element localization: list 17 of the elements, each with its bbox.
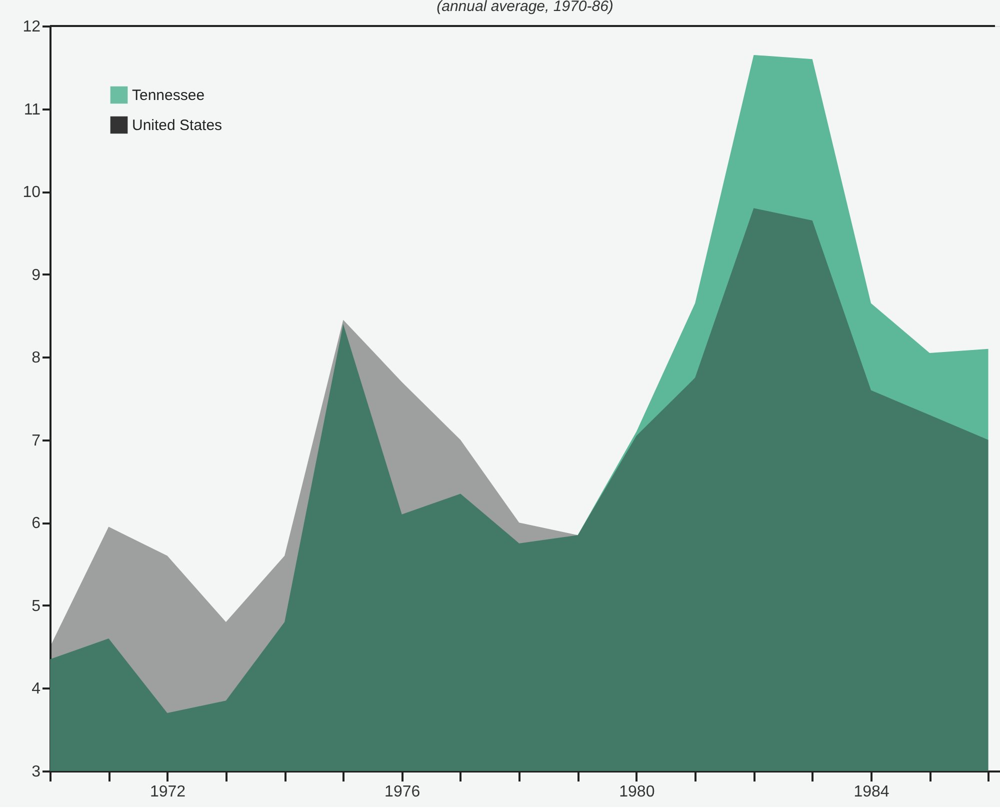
x-tick-label: 1976	[384, 784, 420, 800]
y-tick-label: 4	[32, 680, 41, 698]
legend-label: Tennessee	[132, 87, 205, 104]
y-tick-label: 5	[32, 598, 41, 615]
chart-title: (annual average, 1970-86)	[436, 0, 614, 15]
x-tick-label: 1984	[854, 784, 890, 800]
y-tick-label: 6	[32, 515, 41, 532]
legend-label: United States	[132, 117, 222, 134]
y-tick-label: 3	[32, 764, 41, 780]
y-tick-label: 8	[32, 350, 41, 367]
y-tick-label: 11	[24, 101, 41, 118]
y-tick-label: 7	[32, 432, 41, 450]
x-tick-label: 1972	[150, 784, 186, 800]
y-tick-label: 9	[32, 266, 41, 284]
y-tick-label: 12	[22, 18, 41, 36]
y-tick-label: 10	[22, 184, 41, 202]
x-tick-label: 1980	[619, 784, 655, 800]
